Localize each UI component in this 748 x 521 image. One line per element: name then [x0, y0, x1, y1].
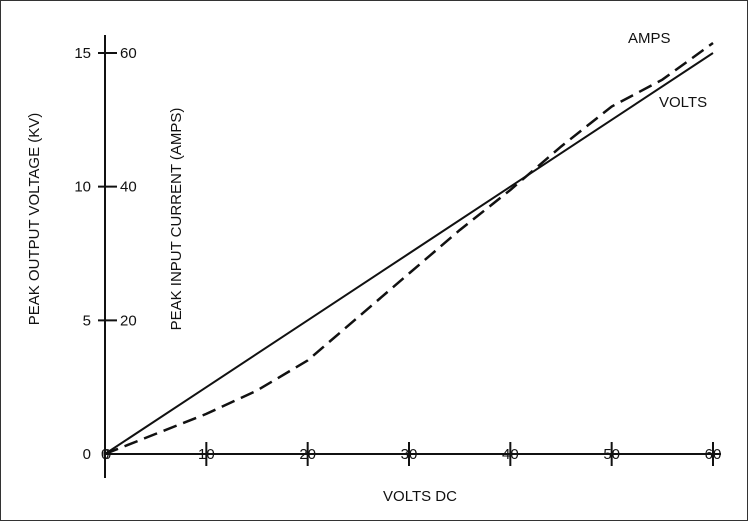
x-tick-label-50: 50 [603, 446, 620, 463]
y-tick-label-current-20: 20 [120, 312, 137, 329]
axes [104, 35, 721, 478]
x-axis-label: VOLTS DC [383, 488, 457, 505]
y-tick-label-voltage-0: 0 [83, 446, 91, 463]
y-tick-label-voltage-5: 5 [83, 312, 91, 329]
x-tick-label-20: 20 [299, 446, 316, 463]
y-axis-label-current: PEAK INPUT CURRENT (AMPS) [168, 108, 185, 331]
series [104, 41, 714, 456]
y-tick-label-current-0: 0 [101, 446, 109, 463]
series-label-volts: VOLTS [659, 94, 707, 111]
series-line-volts [104, 52, 714, 455]
y-tick-label-voltage-15: 15 [74, 45, 91, 62]
y-tick-label-voltage-10: 10 [74, 179, 91, 196]
y-axis-label-voltage: PEAK OUTPUT VOLTAGE (KV) [26, 113, 43, 326]
series-label-amps: AMPS [628, 30, 671, 47]
x-tick-label-60: 60 [705, 446, 722, 463]
y-tick-label-current-60: 60 [120, 45, 137, 62]
x-tick-label-40: 40 [502, 446, 519, 463]
series-line-amps [104, 41, 714, 456]
labels: PEAK OUTPUT VOLTAGE (KV) PEAK INPUT CURR… [26, 30, 707, 505]
x-tick-label-30: 30 [401, 446, 418, 463]
x-tick-label-10: 10 [198, 446, 215, 463]
y-tick-label-current-40: 40 [120, 179, 137, 196]
